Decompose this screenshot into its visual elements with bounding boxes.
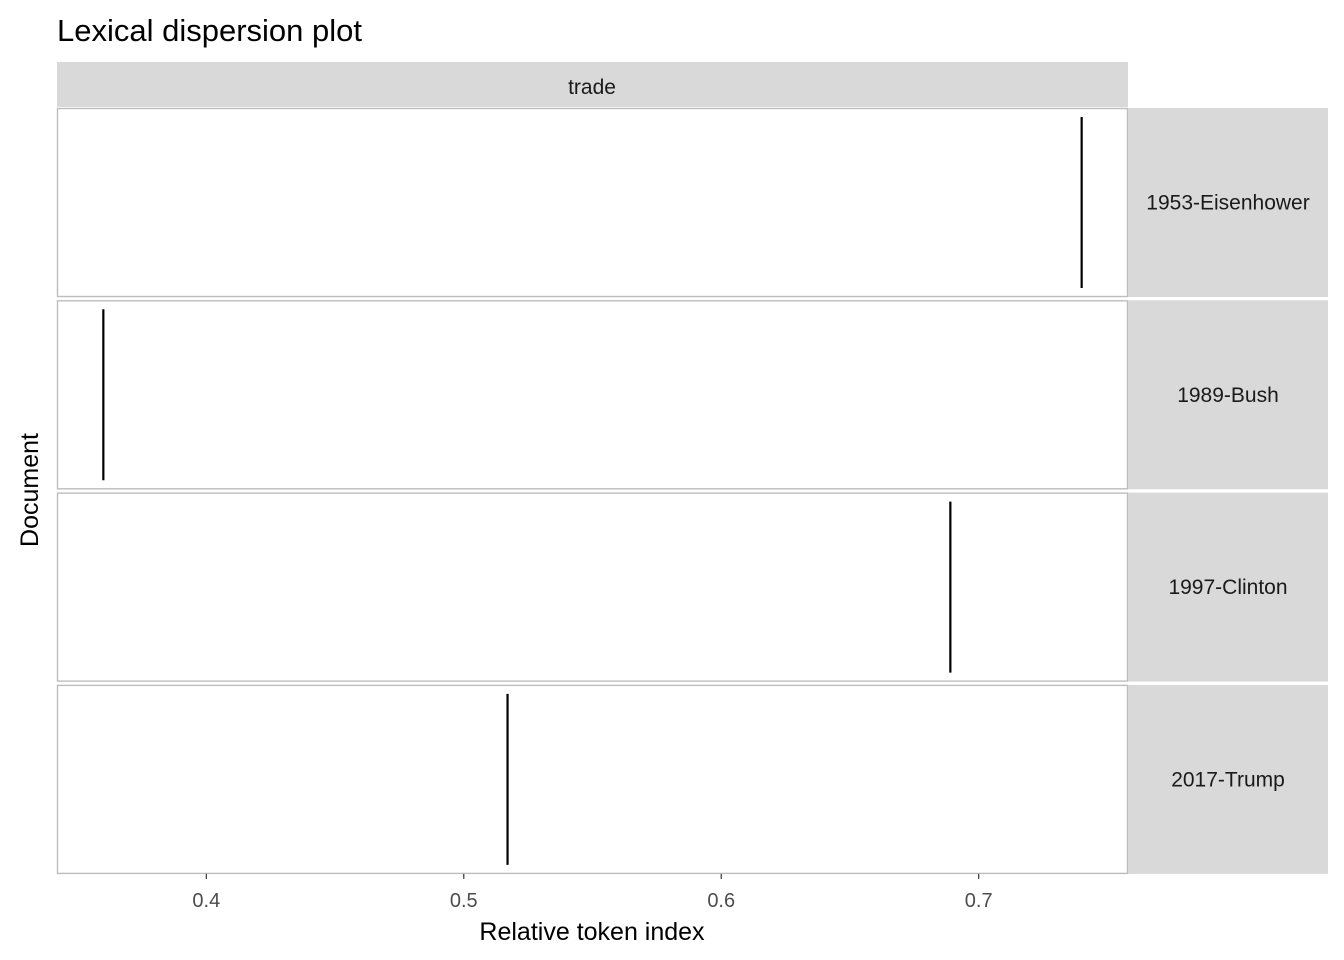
facet-strip-label: trade [568, 76, 616, 99]
facet-strip-right [1128, 492, 1328, 682]
panel-background [56, 684, 1129, 875]
chart-title: Lexical dispersion plot [57, 13, 362, 48]
document-label: 2017-Trump [1171, 768, 1285, 791]
document-label: 1997-Clinton [1168, 576, 1287, 599]
facet-strip-right [1128, 684, 1328, 874]
x-axis-label: Relative token index [479, 918, 705, 946]
x-tick-label: 0.7 [965, 890, 993, 912]
x-tick-label: 0.4 [192, 890, 220, 912]
document-label: 1953-Eisenhower [1146, 192, 1309, 215]
facet-strip-top [57, 62, 1128, 107]
document-label: 1989-Bush [1177, 384, 1279, 407]
facet-panel: 1989-Bush [56, 300, 1328, 490]
facet-panel: 1953-Eisenhower [56, 107, 1328, 298]
x-tick-label: 0.5 [450, 890, 478, 912]
x-tick-label: 0.6 [707, 890, 735, 912]
facet-panels: 1953-Eisenhower 1989-Bush 1997-Clinton 2017… [56, 107, 1328, 875]
facet-strip-right [1128, 300, 1328, 490]
facet-panel: 1997-Clinton [56, 492, 1328, 682]
facet-strip-right [1128, 108, 1328, 297]
panel-background [56, 300, 1129, 490]
panel-background [56, 107, 1129, 298]
x-axis-ticks: 0.4 0.5 0.6 0.7 [192, 873, 993, 912]
panel-background [56, 492, 1129, 682]
y-axis-label: Document [16, 433, 44, 547]
facet-panel: 2017-Trump [56, 684, 1328, 875]
